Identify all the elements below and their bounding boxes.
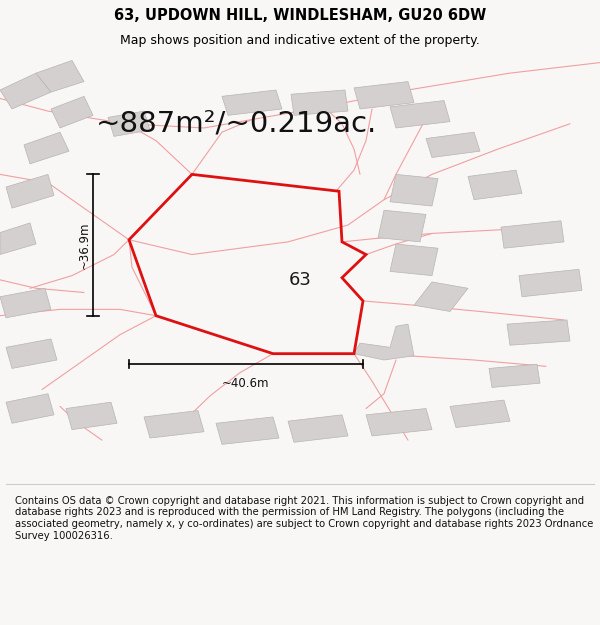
Text: 63, UPDOWN HILL, WINDLESHAM, GU20 6DW: 63, UPDOWN HILL, WINDLESHAM, GU20 6DW bbox=[114, 8, 486, 23]
Polygon shape bbox=[507, 320, 570, 345]
Polygon shape bbox=[354, 81, 414, 109]
Polygon shape bbox=[501, 221, 564, 248]
Polygon shape bbox=[6, 339, 57, 368]
Polygon shape bbox=[378, 210, 426, 242]
Text: Contains OS data © Crown copyright and database right 2021. This information is : Contains OS data © Crown copyright and d… bbox=[15, 496, 593, 541]
Polygon shape bbox=[414, 282, 468, 311]
Polygon shape bbox=[519, 269, 582, 297]
Text: ~887m²/~0.219ac.: ~887m²/~0.219ac. bbox=[96, 110, 377, 138]
Polygon shape bbox=[354, 324, 414, 360]
Text: Map shows position and indicative extent of the property.: Map shows position and indicative extent… bbox=[120, 34, 480, 47]
Polygon shape bbox=[426, 132, 480, 158]
Polygon shape bbox=[0, 223, 36, 254]
Polygon shape bbox=[36, 61, 84, 92]
Text: ~36.9m: ~36.9m bbox=[77, 221, 91, 269]
Polygon shape bbox=[66, 402, 117, 429]
Polygon shape bbox=[108, 111, 150, 136]
Polygon shape bbox=[6, 174, 54, 208]
Polygon shape bbox=[222, 90, 282, 115]
Polygon shape bbox=[468, 170, 522, 200]
Polygon shape bbox=[390, 174, 438, 206]
Polygon shape bbox=[24, 132, 69, 164]
Polygon shape bbox=[6, 394, 54, 423]
Polygon shape bbox=[390, 244, 438, 276]
Polygon shape bbox=[144, 411, 204, 438]
Polygon shape bbox=[51, 96, 93, 128]
Text: ~40.6m: ~40.6m bbox=[222, 377, 270, 390]
Polygon shape bbox=[390, 101, 450, 128]
Polygon shape bbox=[489, 364, 540, 388]
Polygon shape bbox=[216, 417, 279, 444]
Polygon shape bbox=[0, 288, 51, 318]
Polygon shape bbox=[0, 73, 51, 109]
Polygon shape bbox=[288, 415, 348, 442]
Text: 63: 63 bbox=[289, 271, 311, 289]
Polygon shape bbox=[450, 400, 510, 428]
Polygon shape bbox=[366, 409, 432, 436]
Polygon shape bbox=[291, 90, 348, 115]
